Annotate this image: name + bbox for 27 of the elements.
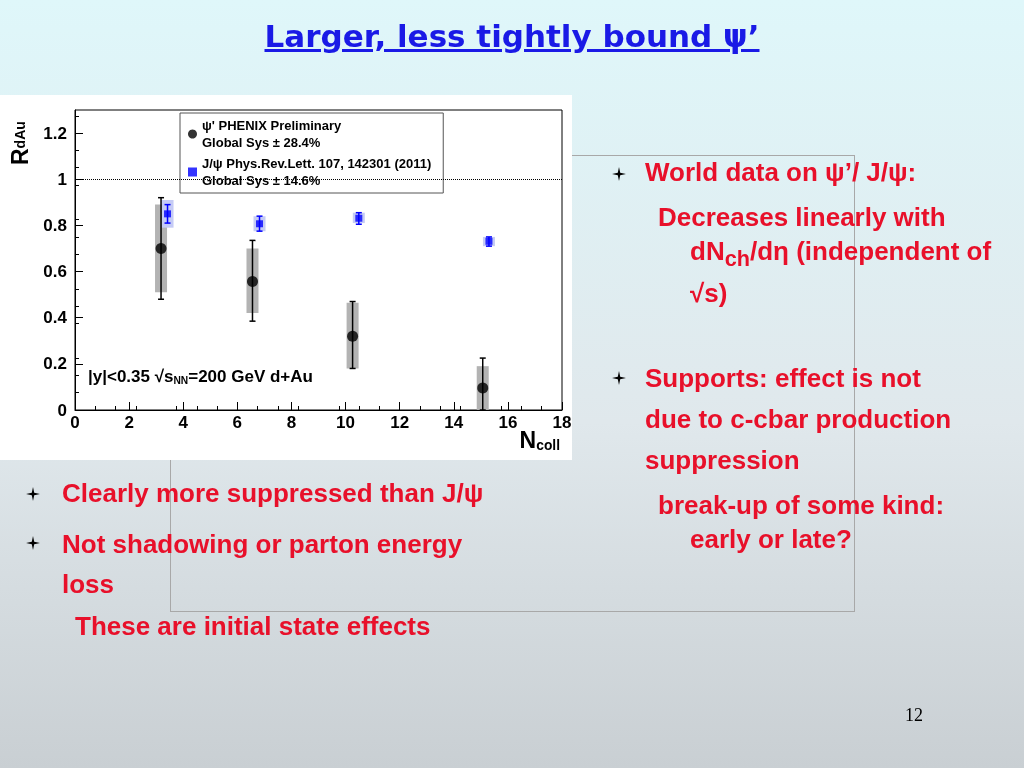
y-axis-title: RdAu	[6, 121, 33, 165]
x-tick-label: 16	[498, 413, 518, 432]
y-tick-label: 0.6	[43, 262, 67, 282]
text: Clearly more suppressed than J/ψ	[62, 477, 485, 510]
text: World data on ψ’/ J/ψ:	[645, 156, 918, 189]
text: 12	[905, 705, 923, 726]
x-tick-label: 0	[70, 413, 80, 432]
x-tick-label: 6	[232, 413, 243, 432]
text: Not shadowing or parton energy loss	[62, 528, 464, 601]
y-tick-label: 0.4	[43, 308, 68, 328]
y-tick-label: 1.2	[43, 123, 67, 143]
x-tick-label: 10	[336, 413, 356, 432]
x-tick-label: 2	[124, 413, 134, 432]
text: These are initial state effects	[75, 610, 432, 643]
legend-label: ψ' PHENIX Preliminary Global Sys ± 28.4%	[202, 118, 343, 150]
chart-title: Larger, less tightly bound ψ’	[263, 18, 761, 54]
annotation: |y|<0.35 √sNN=200 GeV d+Au	[88, 367, 313, 387]
y-tick-label: 0.8	[43, 215, 67, 235]
text: Decreases linearly with dN$_{ch}$/dη (independent of √s)	[658, 201, 993, 311]
x-tick-label: 4	[178, 413, 189, 432]
x-tick-label: 14	[444, 413, 464, 432]
x-tick-label: 18	[552, 413, 572, 432]
x-tick-label: 8	[286, 413, 297, 432]
text: break-up of some kind: early or late?	[658, 489, 946, 556]
y-tick-label: 0.2	[43, 354, 67, 374]
x-tick-label: 12	[390, 413, 410, 432]
y-tick-label: 1	[57, 169, 67, 189]
